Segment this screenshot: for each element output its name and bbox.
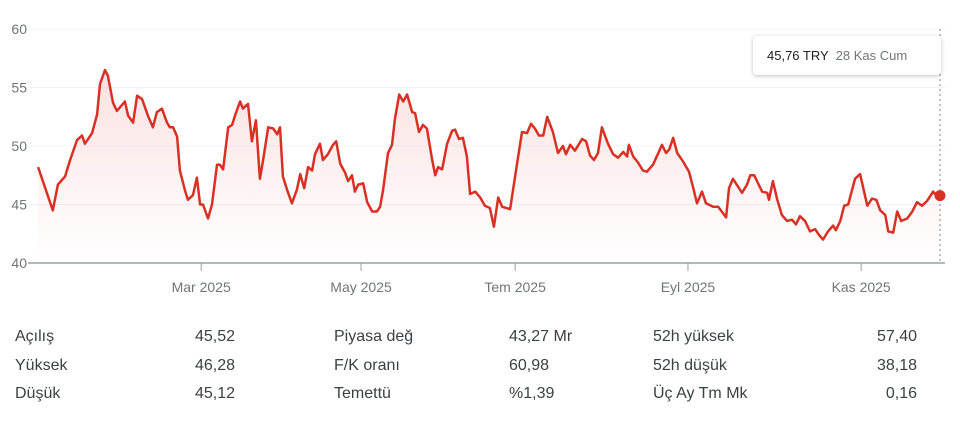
y-tick-label: 60 <box>11 21 27 37</box>
stat-value-market-cap: 43,27 Mr <box>509 328 573 345</box>
x-tick-label: May 2025 <box>330 279 392 295</box>
stat-value-pe-ratio: 60,98 <box>509 357 550 374</box>
stat-value-52w-low: 38,18 <box>876 357 917 374</box>
hover-point-marker <box>934 190 946 202</box>
price-tooltip: 45,76 TRY 28 Kas Cum <box>753 36 941 75</box>
stat-label-dividend: Temettü <box>334 385 391 402</box>
stat-label-open: Açılış <box>15 328 55 345</box>
x-tick-label: Mar 2025 <box>172 279 231 295</box>
tooltip-date: 28 Kas Cum <box>835 48 908 63</box>
stat-value-52w-high: 57,40 <box>876 328 917 345</box>
y-tick-label: 50 <box>11 138 27 154</box>
price-chart[interactable]: 40 45 50 55 60 Mar 2025 May 2025 Tem 2025 Eyl 2… <box>0 0 960 300</box>
stat-label-pe-ratio: F/K oranı <box>334 357 400 374</box>
stat-value-open: 45,52 <box>194 328 235 345</box>
tooltip-price: 45,76 TRY <box>767 48 829 63</box>
stat-value-low: 45,12 <box>194 385 235 402</box>
x-tick-label: Kas 2025 <box>832 279 891 295</box>
y-axis: 40 45 50 55 60 <box>11 21 27 271</box>
x-axis: Mar 2025 May 2025 Tem 2025 Eyl 2025 Kas 2025 <box>172 263 891 295</box>
stat-label-52w-low: 52h düşük <box>653 357 727 374</box>
stat-label-3m-avg-volume: Üç Ay Tm Mk <box>653 385 748 402</box>
y-tick-label: 55 <box>11 80 27 96</box>
stat-label-market-cap: Piyasa değ <box>334 328 414 345</box>
stat-value-3m-avg-volume: 0,16 <box>885 385 917 402</box>
y-tick-label: 45 <box>11 197 27 213</box>
price-line <box>36 68 941 241</box>
stat-label-high: Yüksek <box>15 357 68 374</box>
stat-label-low: Düşük <box>15 385 61 402</box>
stat-label-52w-high: 52h yüksek <box>653 328 734 345</box>
x-tick-label: Eyl 2025 <box>661 279 716 295</box>
stat-value-high: 46,28 <box>194 357 235 374</box>
x-tick-label: Tem 2025 <box>484 279 546 295</box>
stat-value-dividend: %1,39 <box>509 385 555 402</box>
price-area-fill <box>38 70 941 263</box>
y-tick-label: 40 <box>11 255 27 271</box>
